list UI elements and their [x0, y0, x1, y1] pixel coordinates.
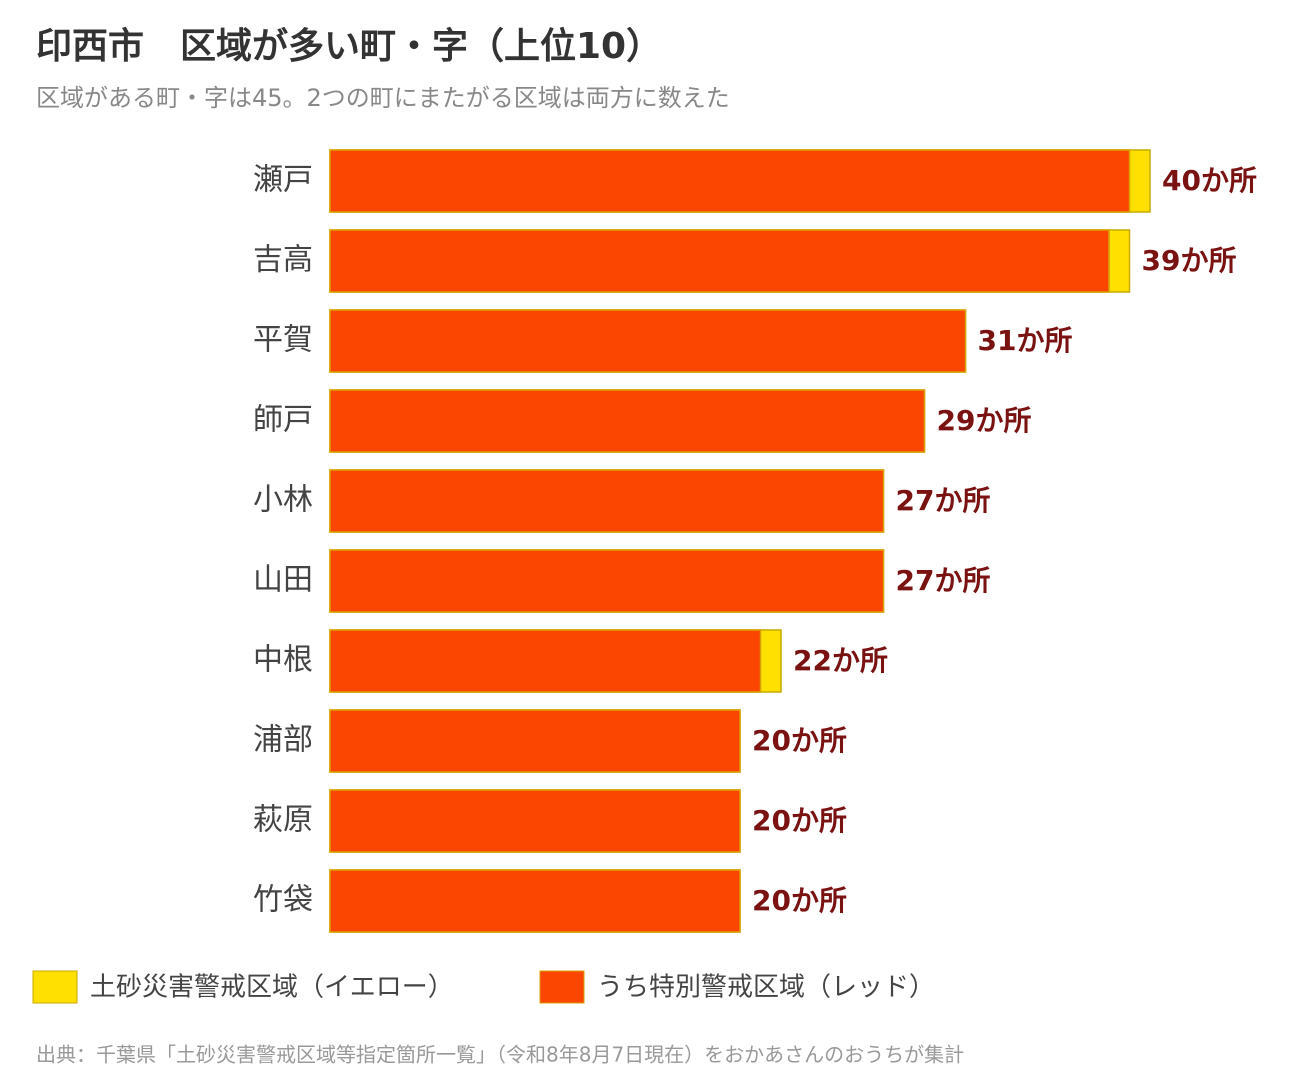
category-label: 吉高	[253, 243, 313, 278]
category-label: 瀬戸	[253, 163, 313, 198]
category-label: 平賀	[253, 323, 313, 358]
bar	[329, 149, 1131, 213]
bar	[329, 789, 741, 853]
chart-title: 印西市 区域が多い町・字（上位10）	[36, 26, 662, 67]
legend-swatch	[32, 970, 78, 1004]
bar	[329, 709, 741, 773]
category-label: 浦部	[253, 723, 313, 758]
source-note: 出典：千葉県「土砂災害警戒区域等指定箇所一覧」（令和8年8月7日現在）をおかあさ…	[36, 1043, 964, 1067]
value-label: 31か所	[978, 324, 1073, 357]
value-label: 20か所	[752, 724, 847, 757]
value-label: 20か所	[752, 884, 847, 917]
category-label: 山田	[253, 563, 313, 598]
value-label: 27か所	[896, 564, 991, 597]
bar	[329, 389, 926, 453]
category-label: 小林	[253, 483, 313, 518]
category-label: 中根	[253, 643, 313, 678]
legend-swatch	[539, 970, 585, 1004]
legend-label: 土砂災害警戒区域（イエロー）	[90, 973, 454, 1003]
bar	[329, 469, 885, 533]
bar	[329, 549, 885, 613]
category-label: 萩原	[253, 803, 313, 838]
value-label: 40か所	[1162, 164, 1257, 197]
legend-label: うち特別警戒区域（レッド）	[597, 973, 935, 1003]
category-label: 師戸	[253, 403, 313, 438]
value-label: 22か所	[793, 644, 888, 677]
chart-subtitle: 区域がある町・字は45。2つの町にまたがる区域は両方に数えた	[36, 84, 730, 112]
bar	[329, 309, 967, 373]
bar	[329, 629, 762, 693]
value-label: 39か所	[1142, 244, 1237, 277]
value-label: 29か所	[937, 404, 1032, 437]
value-label: 20か所	[752, 804, 847, 837]
bar	[329, 229, 1110, 293]
category-label: 竹袋	[253, 883, 313, 918]
bar	[329, 869, 741, 933]
value-label: 27か所	[896, 484, 991, 517]
